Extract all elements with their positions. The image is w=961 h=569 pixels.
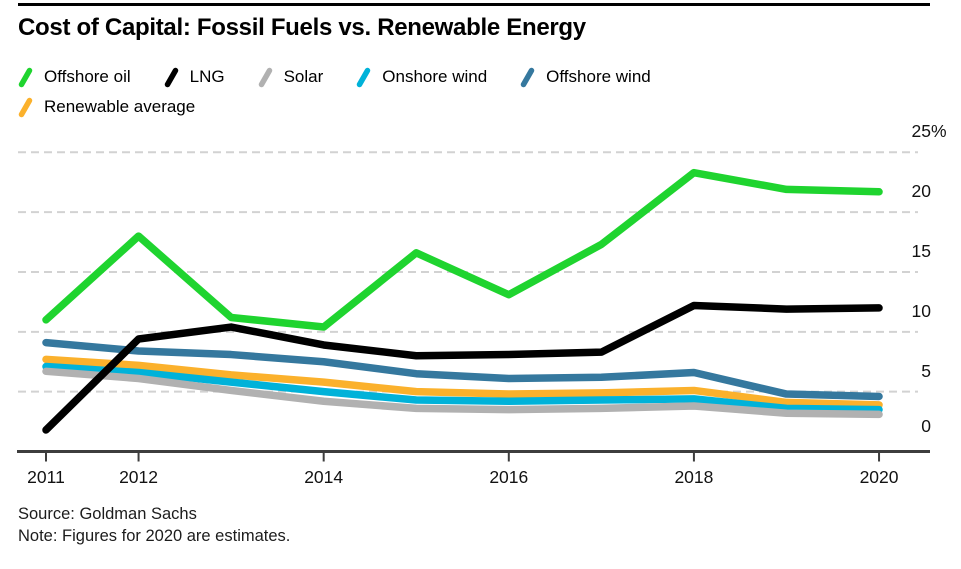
x-tick-label-2014: 2014 [304, 467, 344, 487]
legend-item-renewable-average: Renewable average [18, 97, 195, 118]
series-line-lng [42, 301, 883, 434]
y-tick-label-20: 20 [911, 181, 931, 202]
x-tick-label-2020: 2020 [859, 467, 899, 487]
legend-row-1: Offshore oil LNG Solar Onshore wind Offshore… [18, 62, 918, 92]
legend-item-solar: Solar [258, 67, 324, 88]
legend-slash-icon [18, 67, 33, 87]
y-tick-label-0: 0 [921, 415, 931, 436]
legend-label: Offshore wind [546, 67, 651, 86]
series-line-onshore-wind [42, 362, 883, 414]
legend-label: LNG [189, 67, 225, 86]
series-line-renewable-average [42, 355, 883, 409]
legend-label: Offshore oil [44, 67, 131, 86]
y-tick-label-15: 15 [911, 240, 931, 261]
percent-suffix: % [931, 121, 947, 142]
series-line-offshore-oil [42, 168, 883, 331]
y-tick-label-5: 5 [921, 360, 931, 381]
legend-item-onshore-wind: Onshore wind [356, 67, 487, 88]
series-line-offshore-wind [42, 338, 883, 401]
series-line-solar [42, 367, 883, 419]
legend-item-offshore-oil: Offshore oil [18, 67, 131, 88]
legend-slash-icon [357, 67, 371, 87]
legend-slash-icon [258, 67, 272, 87]
x-tick-label-2011: 2011 [27, 467, 65, 487]
legend-slash-icon [164, 67, 178, 87]
y-tick-label-10: 10 [911, 300, 931, 321]
x-tick-label-2012: 2012 [119, 467, 159, 487]
source-note: Source: Goldman Sachs [18, 505, 197, 523]
legend-label: Solar [283, 67, 324, 86]
legend-item-offshore-wind: Offshore wind [520, 67, 651, 88]
legend-label: Renewable average [44, 97, 196, 116]
legend-slash-icon [18, 97, 33, 117]
x-tick-label-2018: 2018 [674, 467, 714, 487]
top-rule [18, 3, 930, 6]
legend-item-lng: LNG [164, 67, 225, 88]
legend-row-2: Renewable average [18, 92, 918, 122]
footer: Source: Goldman Sachs Note: Figures for … [18, 503, 290, 547]
estimate-note: Note: Figures for 2020 are estimates. [18, 527, 291, 545]
legend-slash-icon [520, 67, 535, 87]
legend: Offshore oil LNG Solar Onshore wind Offshore… [18, 62, 918, 122]
legend-label: Onshore wind [382, 67, 488, 86]
x-tick-label-2016: 2016 [489, 467, 529, 487]
chart-title: Cost of Capital: Fossil Fuels vs. Renewa… [18, 14, 586, 41]
y-tick-label-25: 25% [911, 121, 947, 142]
